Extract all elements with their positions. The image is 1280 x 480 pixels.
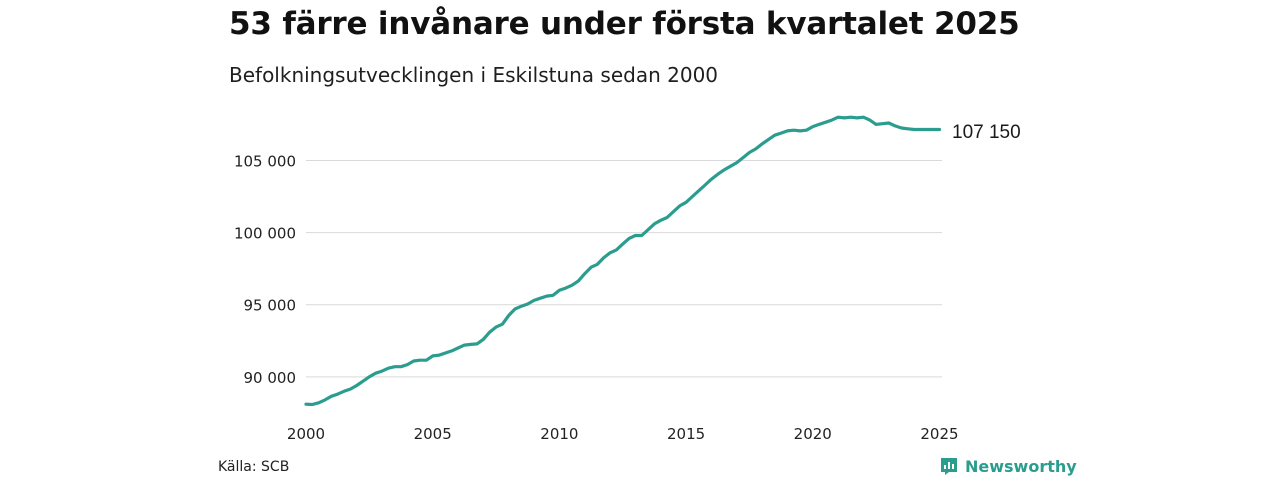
x-tick-label: 2000 (287, 425, 325, 443)
x-axis: 2000 2005 2010 2015 2020 2025 (287, 425, 959, 443)
chart-subtitle: Befolkningsutvecklingen i Eskilstuna sed… (229, 63, 719, 87)
y-tick-label: 100 000 (234, 225, 296, 243)
series-line (304, 115, 942, 407)
gridlines (306, 159, 942, 378)
x-tick-label: 2010 (540, 425, 578, 443)
x-tick-label: 2005 (414, 425, 452, 443)
y-tick-label: 90 000 (244, 369, 297, 387)
x-tick-label: 2025 (920, 425, 958, 443)
newsworthy-logo-icon (941, 458, 957, 475)
x-tick-label: 2015 (667, 425, 705, 443)
y-tick-label: 95 000 (244, 297, 297, 315)
x-tick-label: 2020 (794, 425, 832, 443)
newsworthy-logo: Newsworthy (939, 456, 1077, 476)
y-axis: 90 000 95 000 100 000 105 000 (234, 152, 296, 386)
chart-title: 53 färre invånare under första kvartalet… (229, 6, 1020, 42)
y-tick-label: 105 000 (234, 152, 296, 170)
end-value-label: 107 150 (952, 122, 1021, 143)
logo-text: Newsworthy (965, 456, 1077, 476)
source-note: Källa: SCB (218, 459, 290, 475)
